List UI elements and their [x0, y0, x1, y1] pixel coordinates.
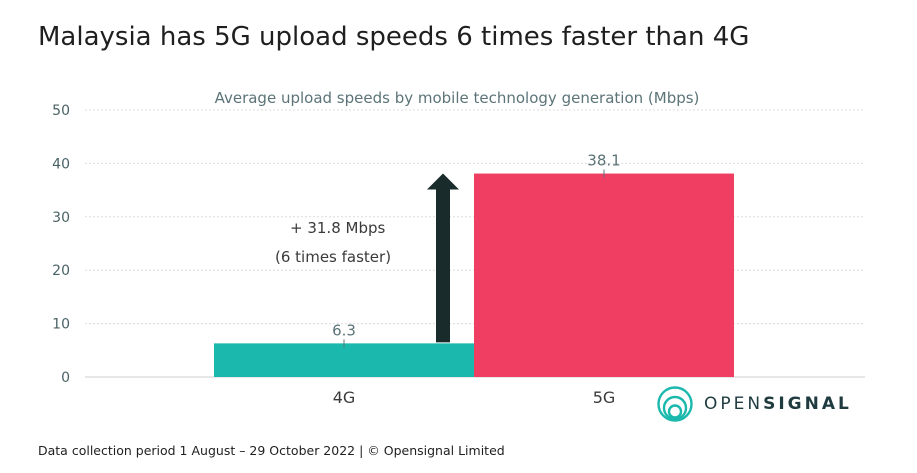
data-label: 6.3 [332, 321, 356, 339]
y-tick-label: 10 [52, 317, 70, 333]
bar-4g [214, 343, 474, 377]
difference-annotation: + 31.8 Mbps (6 times faster) [275, 173, 459, 343]
y-axis: 0 10 20 30 40 50 [52, 103, 70, 386]
y-tick-label: 30 [52, 210, 70, 226]
x-tick-label: 4G [333, 388, 356, 407]
y-tick-label: 50 [52, 103, 70, 119]
x-axis: 4G 5G [333, 388, 616, 407]
data-labels: 6.3 38.1 [332, 152, 621, 348]
chart-title: Malaysia has 5G upload speeds 6 times fa… [38, 22, 750, 52]
chart-subtitle: Average upload speeds by mobile technolo… [215, 89, 700, 107]
annotation-line-1: + 31.8 Mbps [290, 219, 385, 237]
y-tick-label: 20 [52, 263, 70, 279]
logo-wordmark: OPENSIGNAL [704, 394, 852, 414]
opensignal-rings-icon [657, 386, 693, 422]
data-label: 38.1 [587, 152, 620, 170]
footer-note: Data collection period 1 August – 29 Oct… [38, 443, 505, 458]
x-tick-label: 5G [593, 388, 616, 407]
annotation-line-2: (6 times faster) [275, 248, 391, 266]
opensignal-logo: OPENSIGNAL [656, 384, 852, 424]
bars [214, 173, 734, 377]
y-tick-label: 40 [52, 156, 70, 172]
arrow-shaft [436, 188, 450, 343]
logo-text-open: OPEN [704, 394, 764, 414]
logo-text-signal: SIGNAL [763, 394, 852, 414]
bar-5g [474, 173, 734, 377]
y-tick-label: 0 [61, 370, 70, 386]
arrow-up-icon [427, 173, 459, 190]
